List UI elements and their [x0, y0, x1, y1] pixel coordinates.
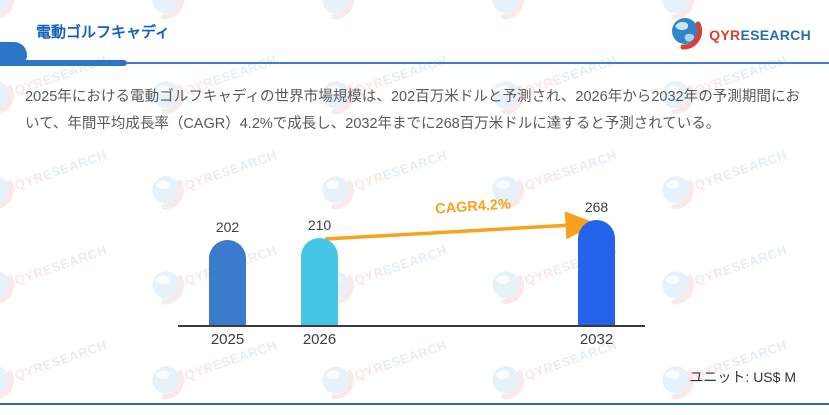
logo-prefix: QYR [709, 26, 741, 43]
bar-2032 [578, 220, 615, 325]
qyresearch-logo: QYRESEARCH [665, 12, 811, 57]
bar-2026 [301, 238, 338, 325]
logo-suffix: ESEARCH [740, 26, 811, 43]
footer-line [0, 403, 829, 405]
header-divider-line [0, 62, 829, 64]
x-tick-label: 2025 [210, 331, 245, 348]
unit-label: ユニット: US$ M [689, 369, 796, 385]
bar-2025 [209, 240, 246, 325]
bar-chart: CAGR4.2% 202 210 268 [178, 190, 645, 327]
x-axis-labels: 2025 2026 2032 [178, 331, 645, 351]
header-accent-bar [0, 60, 127, 66]
bar-group: 210 [301, 217, 338, 325]
page-title: 電動ゴルフキャディ [36, 24, 170, 41]
bar-group: 268 [578, 199, 615, 325]
bar-value-label: 202 [215, 219, 240, 235]
bar-value-label: 210 [307, 217, 332, 233]
bar-value-label: 268 [584, 199, 609, 215]
logo-wordmark: QYRESEARCH [709, 27, 811, 43]
bar-group: 202 [209, 219, 246, 325]
x-tick-label: 2032 [579, 331, 614, 348]
market-summary-text: 2025年における電動ゴルフキャディの世界市場規模は、202百万米ドルと予測され… [25, 89, 800, 132]
x-tick-label: 2026 [302, 331, 337, 348]
header-accent-tab [0, 42, 27, 62]
globe-icon [665, 12, 705, 57]
cagr-arrow [324, 211, 597, 241]
